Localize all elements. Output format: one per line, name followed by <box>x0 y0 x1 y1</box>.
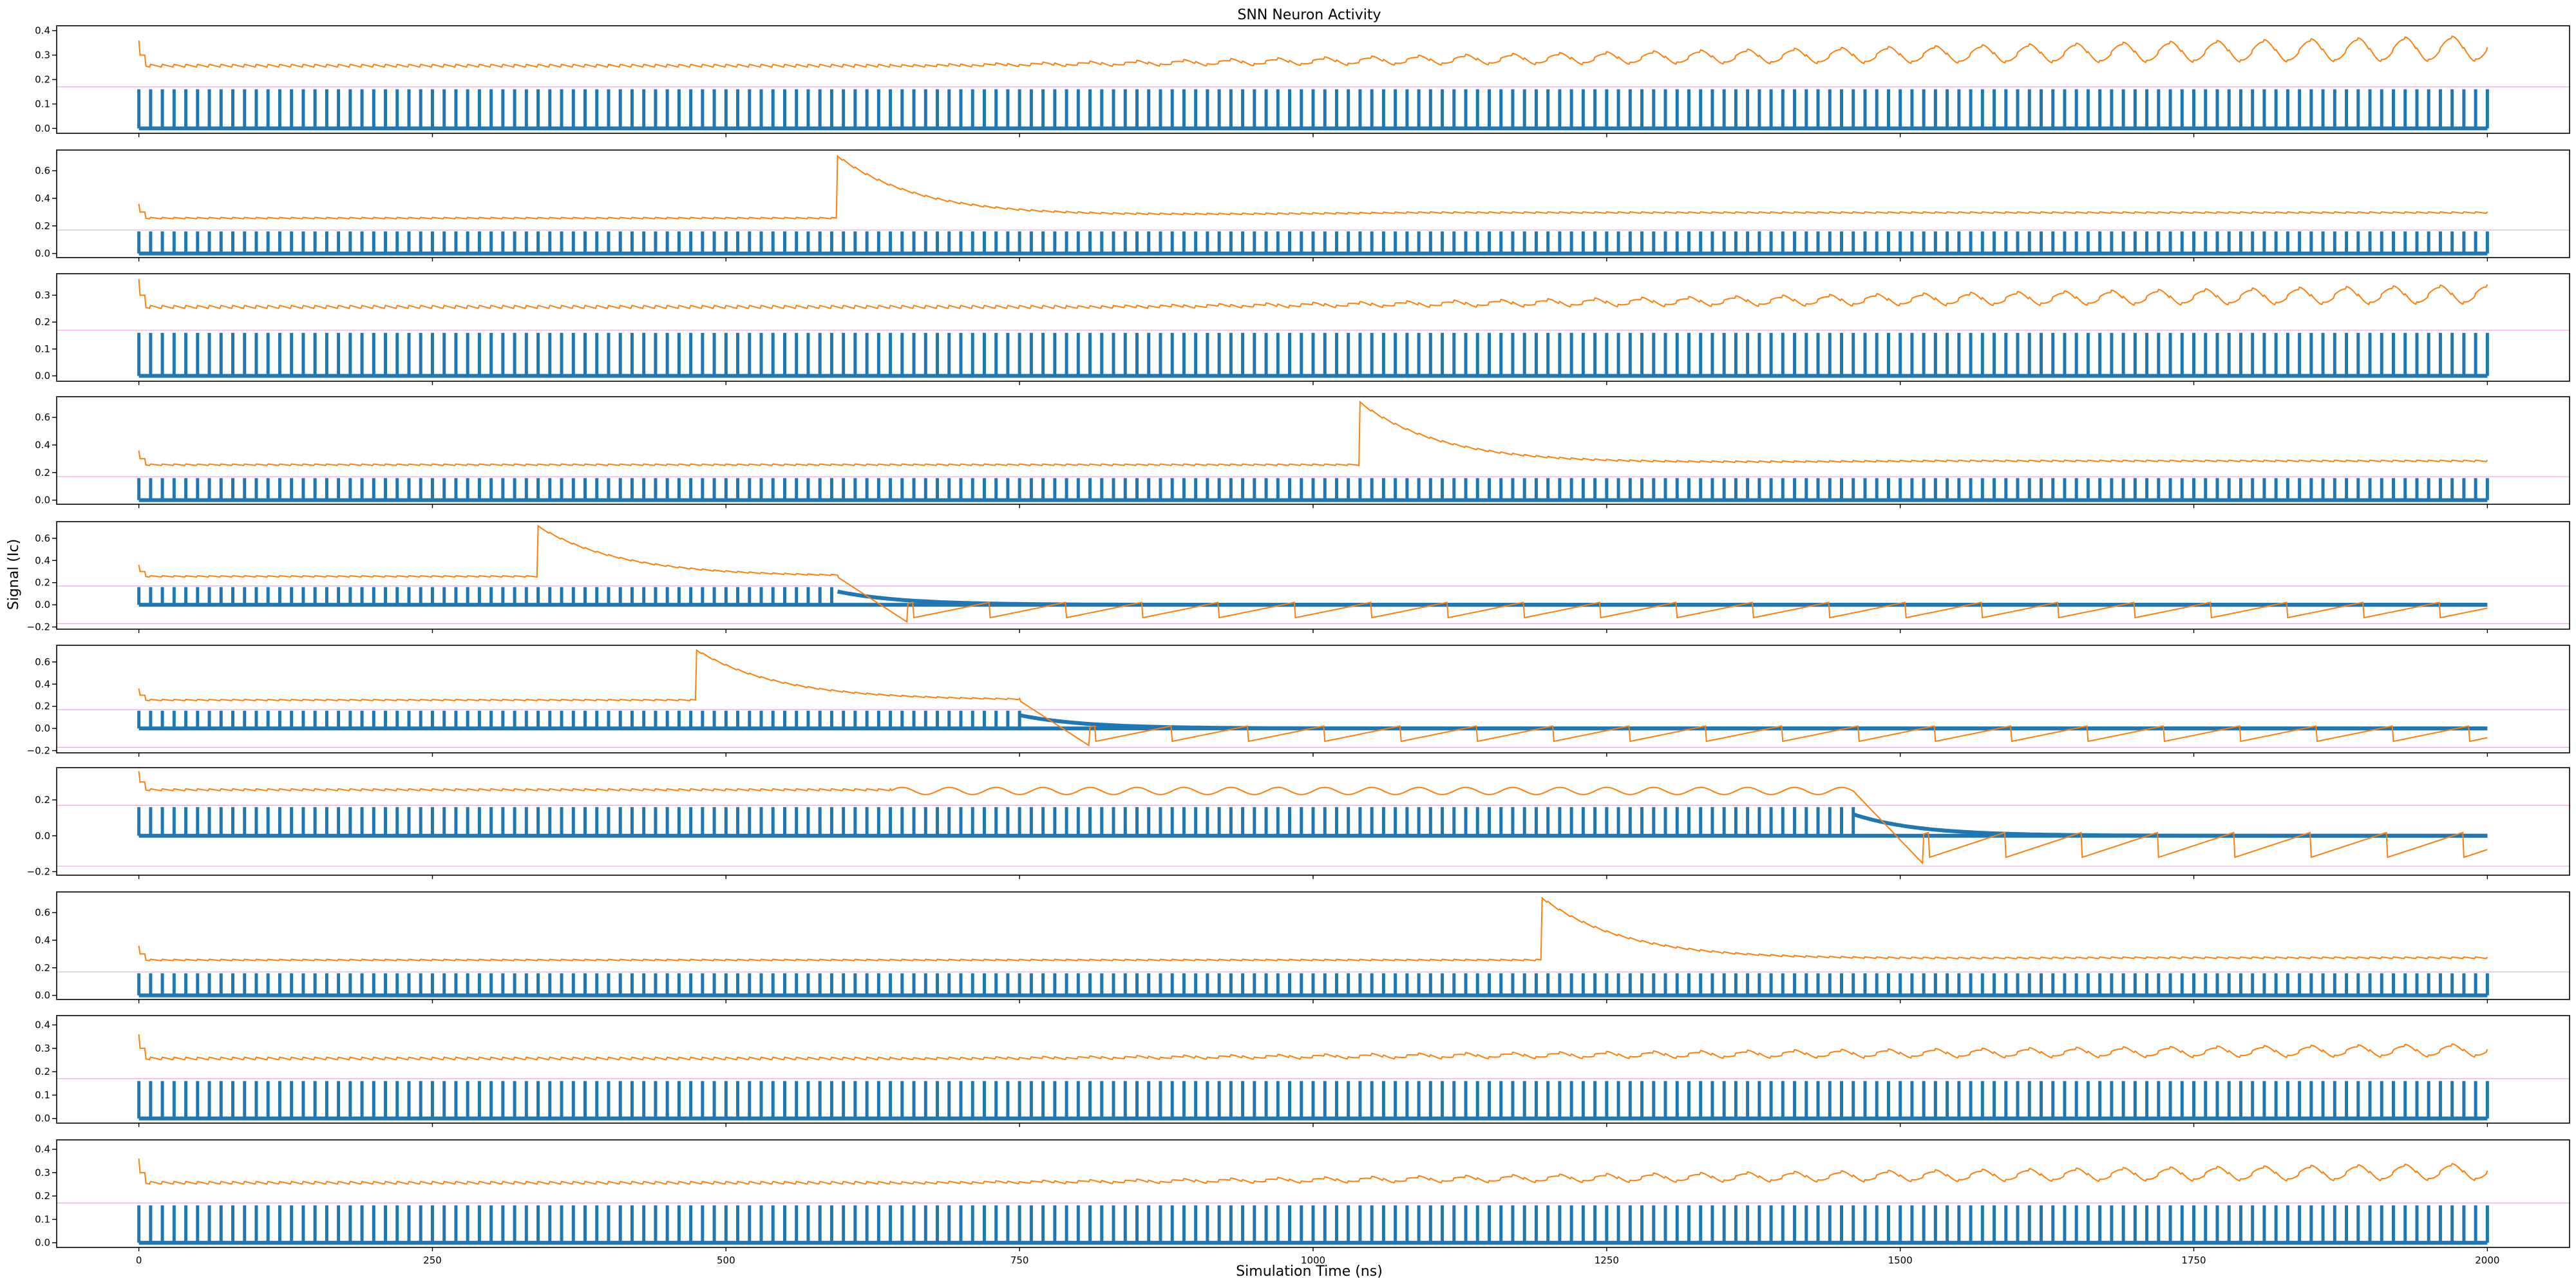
y-tick-label: 0.0 <box>35 1237 50 1249</box>
y-tick-label: 0.1 <box>35 1213 50 1225</box>
y-tick-label: 0.0 <box>35 122 50 134</box>
y-tick-label: 0.6 <box>35 412 50 423</box>
membrane-potential-line <box>138 649 2488 747</box>
y-tick-label: 0.2 <box>35 1066 50 1077</box>
spike-train <box>137 1205 2489 1243</box>
y-tick-label: 0.2 <box>35 220 50 232</box>
y-tick-label: 0.6 <box>35 533 50 544</box>
y-tick-label: 0.3 <box>35 50 50 61</box>
membrane-potential-line <box>138 400 2488 466</box>
x-tick-label: 1500 <box>1888 1255 1913 1266</box>
y-tick-label: 0.2 <box>35 316 50 328</box>
spike-train <box>137 973 2489 996</box>
y-tick-label: 0.0 <box>35 248 50 260</box>
y-tick-label: 0.4 <box>35 934 50 946</box>
y-tick-label: 0.2 <box>35 701 50 712</box>
spike-decay-curve <box>1852 812 2488 838</box>
neuron-panel-3: 0.0 0.1 0.2 0.3 <box>35 273 2570 385</box>
membrane-potential-line <box>138 524 2488 623</box>
membrane-potential-line <box>138 896 2488 961</box>
y-tick-label: 0.0 <box>35 599 50 611</box>
x-tick-label: 250 <box>423 1255 442 1266</box>
y-tick-label: 0.3 <box>35 1167 50 1179</box>
neuron-panel-10: 0.0 0.1 0.2 0.3 0.4 <box>35 1139 2570 1251</box>
spike-train <box>137 710 1021 729</box>
neuron-panel-6: −0.2 0.0 0.2 0.4 0.6 <box>27 645 2570 757</box>
y-tick-label: 0.0 <box>35 1113 50 1124</box>
y-tick-label: 0.2 <box>35 467 50 478</box>
membrane-potential-line <box>138 771 2488 865</box>
neuron-panel-7: −0.2 0.0 0.2 <box>27 767 2570 879</box>
y-tick-label: 0.2 <box>35 962 50 974</box>
y-tick-label: 0.2 <box>35 1190 50 1202</box>
x-tick-label: 1000 <box>1301 1255 1325 1266</box>
neuron-panels: 0.00.10.20.30.40.00.20.40.60.00.10.20.30… <box>27 25 2570 1266</box>
y-tick-label: 0.0 <box>35 830 50 842</box>
y-tick-label: 0.2 <box>35 74 50 86</box>
y-tick-label: 0.1 <box>35 343 50 355</box>
x-tick-labels: 0 250 500 750 1000 1250 1500 1750 2000 <box>136 1255 2500 1266</box>
membrane-potential-line <box>138 1158 2488 1185</box>
x-tick-label: 500 <box>717 1255 735 1266</box>
y-tick-label: 0.6 <box>35 907 50 918</box>
y-tick-label: 0.3 <box>35 289 50 301</box>
x-tick-label: 1250 <box>1595 1255 1619 1266</box>
neuron-panel-2: 0.0 0.2 0.4 0.6 <box>35 149 2570 261</box>
x-tick-label: 0 <box>136 1255 142 1266</box>
spike-train <box>137 587 833 605</box>
y-tick-label: 0.0 <box>35 990 50 1001</box>
neuron-panel-9: 0.0 0.1 0.2 0.3 0.4 <box>35 1015 2570 1127</box>
membrane-potential-line <box>138 155 2488 220</box>
y-tick-label: 0.4 <box>35 1144 50 1155</box>
y-tick-label: 0.2 <box>35 794 50 806</box>
membrane-potential-line <box>138 1034 2488 1061</box>
y-tick-label: −0.2 <box>27 745 50 757</box>
x-tick-label: 2000 <box>2475 1255 2499 1266</box>
y-tick-label: 0.6 <box>35 656 50 668</box>
y-tick-label: 0.3 <box>35 1043 50 1054</box>
spike-train <box>137 807 1855 836</box>
spike-train <box>137 332 2489 376</box>
y-tick-label: 0.4 <box>35 678 50 690</box>
neuron-panel-4: 0.0 0.2 0.4 0.6 <box>35 396 2570 508</box>
chart-title: SNN Neuron Activity <box>1237 7 1381 23</box>
y-tick-label: 0.4 <box>35 25 50 37</box>
y-tick-label: 0.1 <box>35 1089 50 1101</box>
x-tick-label: 1750 <box>2181 1255 2206 1266</box>
x-axis-label: Simulation Time (ns) <box>1236 1264 1383 1280</box>
x-tick-label: 750 <box>1010 1255 1029 1266</box>
y-tick-label: 0.4 <box>35 193 50 204</box>
membrane-potential-line <box>138 35 2488 68</box>
spike-train <box>137 231 2489 254</box>
y-tick-label: 0.0 <box>35 495 50 506</box>
spike-train <box>137 1081 2489 1119</box>
y-tick-label: 0.4 <box>35 554 50 566</box>
y-tick-label: 0.4 <box>35 439 50 451</box>
y-axis-label: Signal (Ic) <box>6 539 22 610</box>
spike-decay-curve <box>1019 713 2485 731</box>
y-tick-label: 0.1 <box>35 98 50 109</box>
y-tick-label: 0.0 <box>35 723 50 734</box>
neuron-panel-8: 0.0 0.2 0.4 0.6 <box>35 891 2570 1003</box>
y-tick-label: 0.0 <box>35 370 50 382</box>
y-tick-label: 0.6 <box>35 165 50 176</box>
membrane-potential-line <box>138 279 2488 310</box>
y-tick-label: −0.2 <box>27 866 50 877</box>
spike-train <box>137 478 2489 500</box>
spike-train <box>137 89 2489 129</box>
y-tick-label: −0.2 <box>27 621 50 633</box>
spike-decay-curve <box>837 589 2486 607</box>
neuron-panel-5: −0.2 0.0 0.2 0.4 0.6 <box>27 521 2570 633</box>
y-tick-label: 0.4 <box>35 1019 50 1031</box>
y-tick-label: 0.2 <box>35 577 50 589</box>
neuron-panel-1: 0.0 0.1 0.2 0.3 0.4 <box>35 25 2570 137</box>
